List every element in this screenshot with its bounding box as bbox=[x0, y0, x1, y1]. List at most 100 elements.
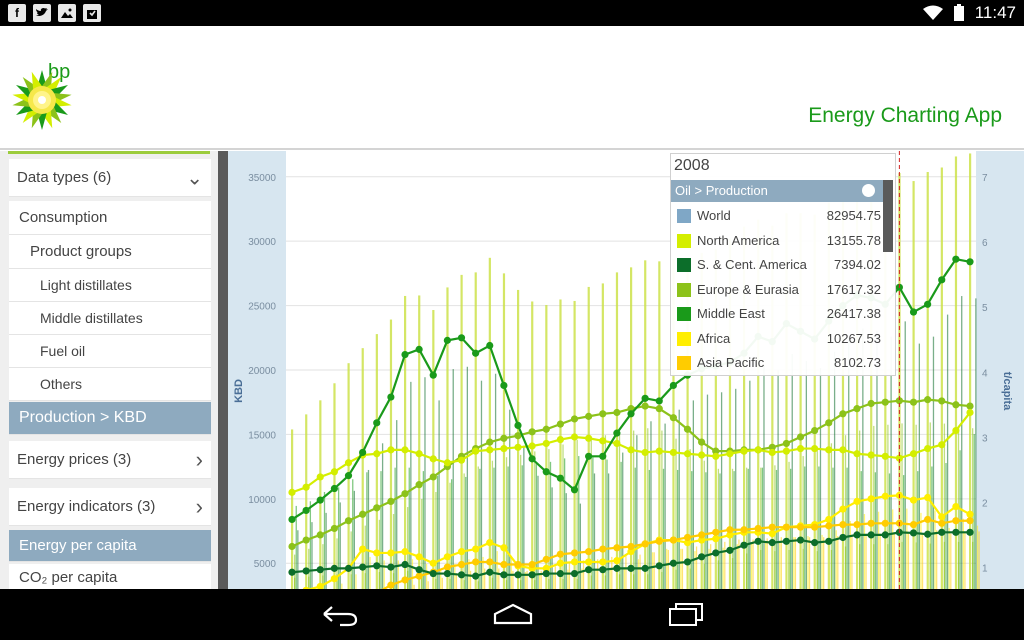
bar bbox=[494, 373, 497, 589]
bar bbox=[736, 544, 738, 589]
series-swatch bbox=[677, 282, 691, 297]
series-point bbox=[585, 412, 593, 420]
series-point bbox=[373, 562, 381, 570]
bar bbox=[848, 337, 850, 589]
bar bbox=[466, 366, 468, 589]
series-point bbox=[924, 515, 932, 524]
bar bbox=[653, 552, 655, 589]
sidebar-item-label: Light distillates bbox=[40, 277, 132, 293]
bar bbox=[851, 534, 853, 589]
bar bbox=[479, 468, 481, 589]
bar bbox=[367, 469, 370, 589]
app-title: Energy Charting App bbox=[808, 104, 1002, 127]
bar bbox=[590, 437, 592, 589]
sidebar-item-fuel-oil[interactable]: Fuel oil bbox=[9, 335, 211, 368]
sidebar-item-energy-indicators[interactable]: Energy indicators (3) › bbox=[9, 488, 211, 526]
sidebar-item-co2-per-capita[interactable]: CO₂ per capita bbox=[9, 564, 211, 589]
sidebar-accent-bar bbox=[8, 151, 210, 154]
series-point bbox=[726, 526, 734, 534]
bar bbox=[887, 424, 889, 589]
bar bbox=[469, 570, 472, 589]
tooltip-header-label: Oil > Production bbox=[675, 183, 768, 198]
bar bbox=[352, 479, 354, 589]
production-chart[interactable]: 5000 10000 15000 20000 25000 30000 35000 1 2 3 4 5 6… bbox=[228, 151, 1024, 589]
series-point bbox=[429, 455, 437, 463]
sidebar-item-product-groups[interactable]: Product groups bbox=[9, 235, 211, 269]
bar bbox=[554, 566, 556, 589]
sidebar-item-energy-per-capita[interactable]: Energy per capita bbox=[9, 530, 211, 562]
chevron-down-icon: ⌄ bbox=[186, 167, 203, 189]
series-point bbox=[344, 517, 353, 525]
bar bbox=[887, 544, 889, 589]
bar bbox=[337, 487, 340, 589]
bar bbox=[954, 156, 958, 589]
series-point bbox=[938, 276, 946, 284]
panel-divider-handle[interactable] bbox=[218, 151, 228, 589]
y-tick-label: 30000 bbox=[248, 237, 276, 248]
bar bbox=[714, 248, 717, 589]
series-name: Middle East bbox=[697, 306, 765, 321]
sidebar-item-consumption[interactable]: Consumption bbox=[9, 201, 211, 235]
bar bbox=[703, 460, 705, 589]
bar bbox=[364, 573, 366, 589]
bar bbox=[700, 252, 703, 589]
sidebar-item-label: Consumption bbox=[19, 209, 108, 226]
sidebar-item-production-kbd[interactable]: Production > KBD bbox=[9, 402, 211, 435]
bar bbox=[576, 439, 578, 589]
back-icon[interactable] bbox=[320, 601, 360, 627]
series-point bbox=[486, 558, 494, 566]
bar bbox=[567, 569, 569, 589]
series-point bbox=[585, 434, 593, 442]
sidebar-item-middle-distillates[interactable]: Middle distillates bbox=[9, 302, 211, 335]
series-swatch bbox=[677, 356, 691, 370]
bar bbox=[708, 548, 710, 589]
bar bbox=[380, 471, 382, 589]
series-point bbox=[457, 548, 466, 556]
bar bbox=[488, 257, 491, 589]
bar bbox=[915, 542, 917, 589]
tooltip-header[interactable]: Oil > Production bbox=[671, 180, 883, 202]
series-point bbox=[698, 531, 706, 539]
series-point bbox=[909, 520, 918, 529]
series-point bbox=[344, 564, 353, 572]
tooltip-scrollbar[interactable] bbox=[883, 180, 893, 252]
series-point bbox=[712, 528, 720, 536]
bar bbox=[859, 430, 861, 589]
series-point bbox=[895, 397, 903, 405]
bar bbox=[844, 546, 847, 589]
sidebar-item-energy-prices[interactable]: Energy prices (3) › bbox=[9, 441, 211, 479]
series-point bbox=[585, 566, 593, 574]
bar bbox=[650, 421, 652, 589]
sidebar-item-others[interactable]: Others bbox=[9, 368, 211, 401]
series-point bbox=[288, 515, 296, 524]
series-point bbox=[288, 488, 296, 496]
radio-icon[interactable] bbox=[862, 184, 875, 197]
bar bbox=[686, 257, 689, 589]
series-point bbox=[443, 553, 451, 561]
series-point bbox=[528, 428, 536, 436]
recents-icon[interactable] bbox=[666, 601, 706, 627]
bar bbox=[918, 343, 920, 589]
series-point bbox=[613, 544, 621, 552]
home-icon[interactable] bbox=[492, 601, 534, 627]
bar bbox=[862, 328, 864, 589]
chevron-right-icon: › bbox=[195, 446, 203, 472]
series-point bbox=[712, 452, 720, 460]
bar bbox=[455, 573, 458, 589]
y-tick-label: 20000 bbox=[248, 366, 276, 377]
bar bbox=[823, 537, 825, 589]
series-point bbox=[726, 531, 734, 539]
bar bbox=[634, 467, 636, 589]
series-point bbox=[330, 484, 338, 493]
bar bbox=[780, 537, 782, 589]
series-point bbox=[302, 567, 310, 575]
series-point bbox=[373, 450, 381, 458]
sidebar-item-data-types[interactable]: Data types (6) ⌄ bbox=[9, 159, 211, 197]
chart-area[interactable]: 5000 10000 15000 20000 25000 30000 35000 1 2 3 4 5 6… bbox=[228, 151, 1024, 589]
series-point bbox=[344, 459, 353, 467]
bar bbox=[463, 473, 465, 589]
series-point bbox=[387, 581, 395, 589]
bar bbox=[319, 400, 322, 589]
sidebar-item-light-distillates[interactable]: Light distillates bbox=[9, 269, 211, 302]
series-point bbox=[500, 434, 508, 442]
